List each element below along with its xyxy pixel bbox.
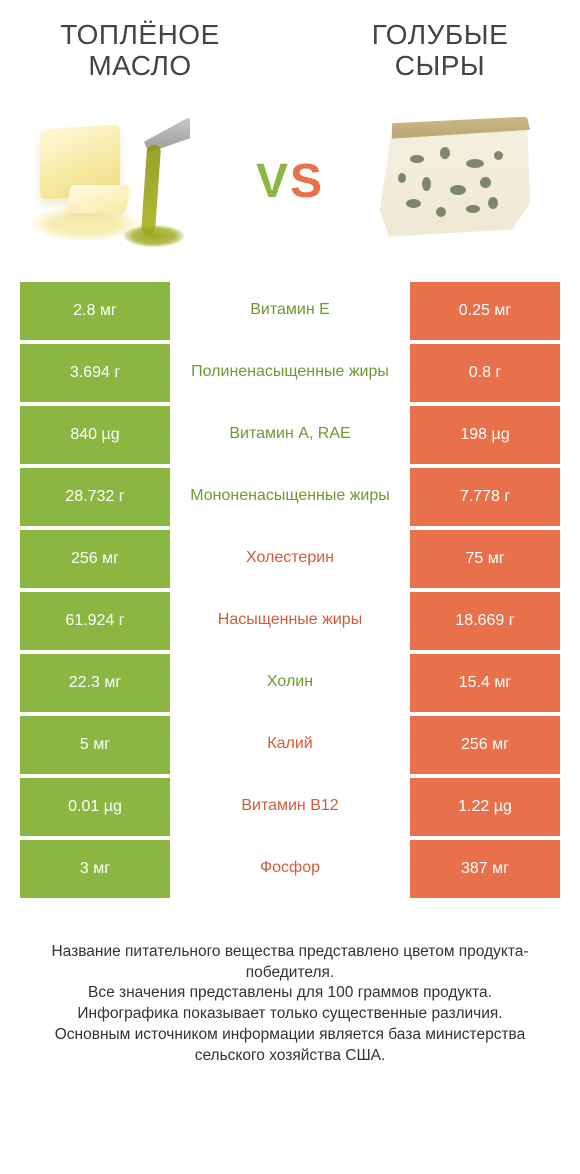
nutrient-label: Калий: [170, 716, 410, 774]
right-value: 0.25 мг: [410, 282, 560, 340]
right-product-title: ГОЛУБЫЕ СЫРЫ: [340, 20, 540, 82]
left-value: 3 мг: [20, 840, 170, 898]
left-value: 0.01 µg: [20, 778, 170, 836]
left-value: 840 µg: [20, 406, 170, 464]
table-row: 3 мгФосфор387 мг: [20, 840, 560, 898]
nutrient-label: Холин: [170, 654, 410, 712]
right-value: 198 µg: [410, 406, 560, 464]
right-value: 15.4 мг: [410, 654, 560, 712]
right-value: 7.778 г: [410, 468, 560, 526]
left-product-title: ТОПЛЁНОЕ МАСЛО: [40, 20, 240, 82]
nutrient-label: Полиненасыщенные жиры: [170, 344, 410, 402]
left-product-image: [30, 102, 220, 262]
nutrient-table: 2.8 мгВитамин E0.25 мг3.694 гПолиненасыщ…: [0, 282, 580, 898]
footer-line: Все значения представлены для 100 граммо…: [26, 983, 554, 1004]
left-value: 61.924 г: [20, 592, 170, 650]
table-row: 22.3 мгХолин15.4 мг: [20, 654, 560, 712]
right-value: 1.22 µg: [410, 778, 560, 836]
right-value: 256 мг: [410, 716, 560, 774]
nutrient-label: Витамин E: [170, 282, 410, 340]
left-value: 3.694 г: [20, 344, 170, 402]
nutrient-label: Витамин A, RAE: [170, 406, 410, 464]
right-value: 0.8 г: [410, 344, 560, 402]
right-product-image: [360, 102, 550, 262]
vs-label: VS: [256, 154, 324, 209]
footer-line: Основным источником информации является …: [26, 1025, 554, 1067]
nutrient-label: Мононенасыщенные жиры: [170, 468, 410, 526]
table-row: 28.732 гМононенасыщенные жиры7.778 г: [20, 468, 560, 526]
table-row: 61.924 гНасыщенные жиры18.669 г: [20, 592, 560, 650]
table-row: 840 µgВитамин A, RAE198 µg: [20, 406, 560, 464]
table-row: 5 мгКалий256 мг: [20, 716, 560, 774]
left-value: 2.8 мг: [20, 282, 170, 340]
right-value: 387 мг: [410, 840, 560, 898]
table-row: 256 мгХолестерин75 мг: [20, 530, 560, 588]
table-row: 2.8 мгВитамин E0.25 мг: [20, 282, 560, 340]
table-row: 3.694 гПолиненасыщенные жиры0.8 г: [20, 344, 560, 402]
footer-line: Название питательного вещества представл…: [26, 942, 554, 984]
nutrient-label: Насыщенные жиры: [170, 592, 410, 650]
images-row: VS: [0, 92, 580, 282]
vs-letter-v: V: [256, 155, 290, 208]
left-value: 22.3 мг: [20, 654, 170, 712]
nutrient-label: Витамин B12: [170, 778, 410, 836]
footer-line: Инфографика показывает только существенн…: [26, 1004, 554, 1025]
nutrient-label: Холестерин: [170, 530, 410, 588]
left-value: 5 мг: [20, 716, 170, 774]
header: ТОПЛЁНОЕ МАСЛО ГОЛУБЫЕ СЫРЫ: [0, 0, 580, 92]
vs-letter-s: S: [290, 155, 324, 208]
footer-notes: Название питательного вещества представл…: [0, 902, 580, 1068]
table-row: 0.01 µgВитамин B121.22 µg: [20, 778, 560, 836]
left-value: 28.732 г: [20, 468, 170, 526]
right-value: 75 мг: [410, 530, 560, 588]
left-value: 256 мг: [20, 530, 170, 588]
right-value: 18.669 г: [410, 592, 560, 650]
nutrient-label: Фосфор: [170, 840, 410, 898]
